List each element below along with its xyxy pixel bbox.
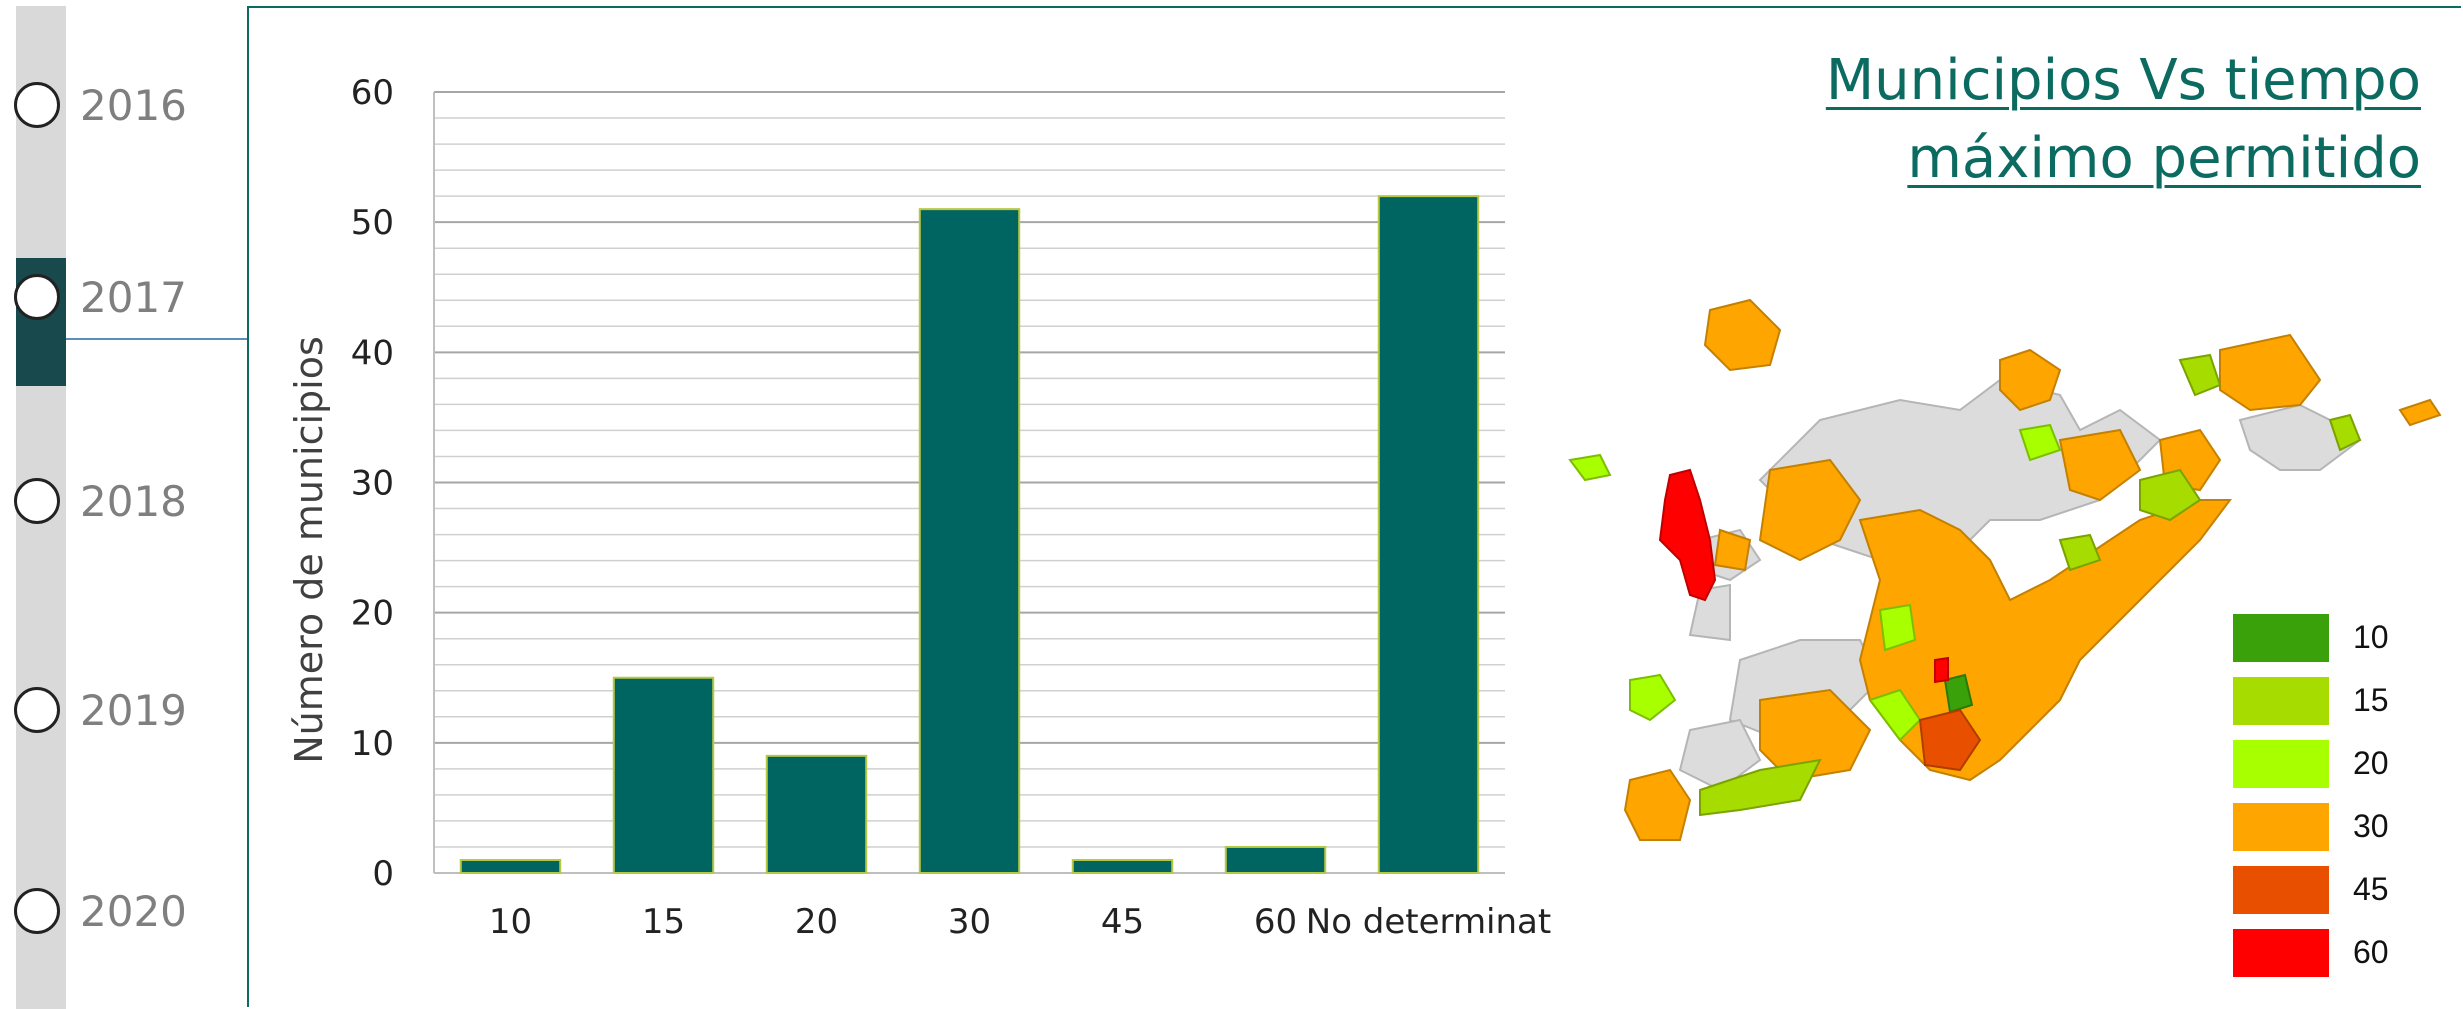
x-tick-label: 45 [1101, 902, 1144, 942]
legend-item: 20 [2233, 732, 2389, 795]
legend-item: 45 [2233, 858, 2389, 921]
legend-item: 10 [2233, 606, 2389, 669]
x-tick-label: 20 [795, 902, 838, 942]
x-tick-label: 60 [1254, 902, 1297, 942]
y-tick-labels: 0 10 20 30 40 50 60 [351, 73, 394, 894]
bar [1224, 845, 1327, 875]
legend-label: 20 [2353, 745, 2389, 781]
legend-swatch [2233, 613, 2329, 662]
timeline-item-2019[interactable]: 2019 [14, 680, 187, 740]
y-tick-label: 50 [351, 203, 394, 243]
municipality-map [1568, 298, 2442, 841]
map-region-45 [1918, 708, 1982, 772]
timeline-label: 2016 [80, 80, 187, 130]
bar [459, 858, 562, 875]
radio-circle-icon[interactable] [14, 82, 60, 128]
legend-swatch [2233, 739, 2329, 788]
timeline-label: 2018 [80, 476, 187, 526]
timeline-label: 2020 [80, 886, 187, 936]
radio-circle-icon[interactable] [14, 478, 60, 524]
main-panel [247, 6, 2461, 1007]
legend-item: 60 [2233, 921, 2389, 984]
y-tick-label: 0 [372, 854, 394, 894]
legend-swatch [2233, 928, 2329, 977]
page-title-line1: Municipios Vs tiempo [1825, 48, 2421, 113]
timeline-connector [66, 338, 248, 340]
legend-label: 15 [2353, 682, 2389, 718]
timeline-item-2016[interactable]: 2016 [14, 75, 187, 135]
y-tick-label: 10 [351, 724, 394, 764]
x-tick-label: No determinat [1306, 902, 1551, 942]
timeline-label: 2017 [80, 272, 187, 322]
legend-label: 30 [2353, 808, 2389, 844]
page-title-line2: máximo permitido [1907, 126, 2421, 191]
timeline-item-2017[interactable]: 2017 [14, 267, 187, 327]
map-region-60 [1658, 468, 1949, 684]
page-title: Municipios Vs tiempo máximo permitido [1826, 42, 2421, 198]
timeline-label: 2019 [80, 685, 187, 735]
legend-swatch [2233, 802, 2329, 851]
map-region-15 [1699, 353, 2362, 817]
legend-label: 60 [2353, 934, 2389, 970]
map-legend: 10 15 20 30 45 60 [2233, 606, 2389, 984]
legend-swatch [2233, 676, 2329, 725]
y-axis-title: Número de municipios [287, 336, 331, 764]
radio-circle-icon[interactable] [14, 687, 60, 733]
y-tick-label: 40 [351, 333, 394, 373]
y-tick-label: 30 [351, 464, 394, 504]
bar [918, 208, 1021, 874]
legend-label: 45 [2353, 871, 2389, 907]
timeline-item-2018[interactable]: 2018 [14, 471, 187, 531]
radio-circle-icon[interactable] [14, 888, 60, 934]
x-tick-labels: 10 15 20 30 45 60 No determinat [489, 902, 1551, 942]
timeline-item-2020[interactable]: 2020 [14, 881, 187, 941]
bar [1377, 195, 1480, 874]
bar [612, 676, 715, 874]
map-region-20 [1568, 423, 2062, 742]
bar [765, 754, 868, 874]
bar [1071, 858, 1174, 875]
x-tick-label: 30 [948, 902, 991, 942]
legend-item: 15 [2233, 669, 2389, 732]
map-region-10 [1943, 673, 1974, 714]
x-tick-label: 10 [489, 902, 532, 942]
legend-swatch [2233, 865, 2329, 914]
chart-bars [459, 195, 1480, 875]
y-tick-label: 20 [351, 594, 394, 634]
y-tick-label: 60 [351, 73, 394, 113]
x-tick-label: 15 [642, 902, 685, 942]
legend-item: 30 [2233, 795, 2389, 858]
radio-circle-icon[interactable] [14, 274, 60, 320]
legend-label: 10 [2353, 619, 2389, 655]
